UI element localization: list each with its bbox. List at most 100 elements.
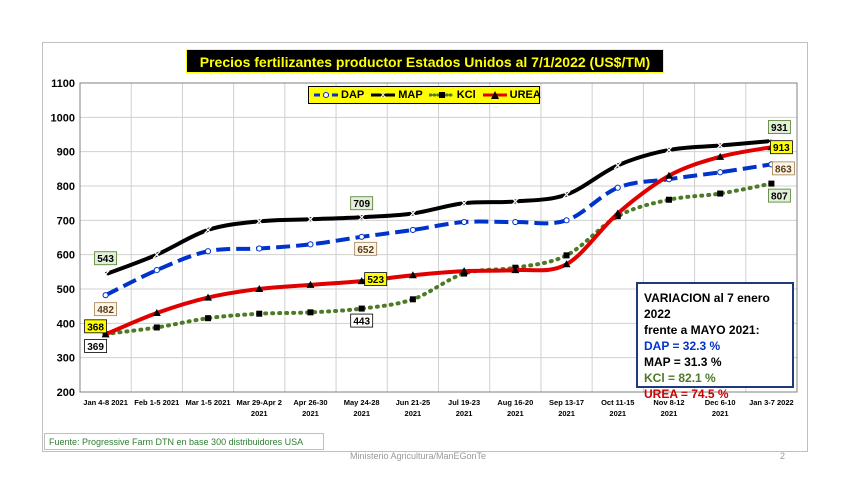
x-tick-label: 2021 [712,409,729,418]
data-label-box [354,241,378,256]
y-tick-label: 600 [57,250,75,262]
info-line-1: VARIACION al 7 enero 2022 [644,291,770,321]
point-map-stroke [306,215,315,224]
point-urea [255,285,264,292]
data-label-urea-5: 523 [364,272,388,287]
point-map [204,226,212,234]
data-label-box [767,120,791,134]
data-label-kcl-5: 443 [350,313,374,328]
data-label-box [767,188,791,203]
point-map [511,197,520,206]
variation-info-box: VARIACION al 7 enero 2022 frente a MAYO … [636,282,794,401]
point-dap [358,233,365,240]
x-tick-label: Mar 29-Apr 2 [237,398,282,407]
data-label-text: 523 [367,275,384,286]
data-label-box [364,272,388,287]
footer-text: Ministerio Agricultura/ManEGonTe [350,451,487,461]
point-map [306,215,315,224]
legend-swatch-map: ✕ [371,91,396,100]
point-map [460,199,469,208]
point-map-stroke [152,250,161,259]
data-label-map-0: 543 [94,251,118,266]
legend: DAP ✕ MAP KCl UREA [308,86,541,104]
point-map [408,209,417,218]
legend-swatch-dap [314,92,338,98]
x-tick-label: 2021 [609,409,626,418]
data-label-text: 652 [357,245,374,256]
x-tick-label: Dec 6-10 [705,398,736,407]
data-label-map-13: 931 [767,120,791,134]
series-lines [101,137,776,338]
x-tick-label: Aug 16-20 [497,398,533,407]
point-kcl [153,324,160,331]
point-map-stroke [255,217,264,226]
point-dap [153,267,160,274]
data-label-kcl-13: 807 [767,188,791,203]
data-label-box [94,251,118,266]
point-map [101,270,110,279]
x-tick-label: 2021 [558,409,575,418]
data-label-urea-0: 368 [84,319,108,334]
x-tick-label: Apr 26-30 [293,398,327,407]
axes: 200 300 400 500 600 700 800 900 1000 1100 Jan 4-8 … [51,78,798,418]
point-urea [408,271,417,279]
x-tick-label: May 24-28 [344,398,380,407]
page-number: 2 [780,451,786,461]
point-map-stroke [562,190,571,199]
source-note: Fuente: Progressive Farm DTN en base 300… [44,433,324,450]
x-tick-label: Oct 11-15 [601,398,634,407]
point-dap [563,217,570,224]
data-label-urea-13: 913 [769,140,793,154]
y-tick-label: 300 [57,353,75,365]
point-dap [717,169,724,176]
y-tick-label: 200 [57,387,75,399]
point-map [357,213,366,222]
point-urea [562,260,571,268]
point-map [562,190,571,199]
point-urea [152,309,161,317]
point-map [613,161,622,170]
series-line-urea [104,145,772,337]
point-map-stroke [665,146,673,154]
data-label-box [350,313,374,328]
info-kcl: KCl = 82.1 % [644,371,716,385]
point-dap [512,218,519,226]
point-kcl [717,190,724,197]
y-tick-label: 400 [57,318,75,330]
point-map-stroke [408,209,417,218]
chart-title: Precios fertilizantes productor Estados … [186,49,664,73]
point-dap [614,184,621,191]
point-map-stroke [613,161,622,170]
x-tick-label: 2021 [507,409,524,418]
data-label-text: 369 [87,342,104,353]
point-kcl [358,305,365,312]
point-urea [716,152,725,160]
x-tick-label: 2021 [405,409,422,418]
legend-item-kcl: KCl [428,89,476,101]
legend-item-map: ✕ MAP [370,89,423,101]
point-urea [664,171,673,179]
data-label-dap-5: 652 [354,241,378,256]
svg-text:✕: ✕ [379,91,387,100]
data-label-text: 368 [87,322,104,333]
legend-item-dap: DAP [313,89,364,101]
y-tick-label: 800 [57,181,75,193]
info-map: MAP = 31.3 % [644,355,722,369]
x-tick-label: 2021 [302,409,319,418]
point-urea [204,293,213,301]
x-tick-label: Mar 1-5 2021 [186,398,231,407]
point-map [716,141,725,150]
x-tick-label: Jul 19-23 [448,398,480,407]
info-urea: UREA = 74.5 % [644,387,729,401]
point-urea [357,277,366,285]
info-dap: DAP = 32.3 % [644,339,721,353]
data-labels: 543 482 368 369 709 652 523 443 931 913 863 807 [84,120,795,353]
y-tick-label: 700 [57,215,75,227]
point-urea [613,209,622,217]
series-line-kcl [103,181,774,336]
point-map [152,250,161,259]
point-map-stroke [204,226,212,234]
x-tick-label: Feb 1-5 2021 [134,398,179,407]
data-label-text: 543 [97,254,114,265]
data-label-box [84,319,108,334]
